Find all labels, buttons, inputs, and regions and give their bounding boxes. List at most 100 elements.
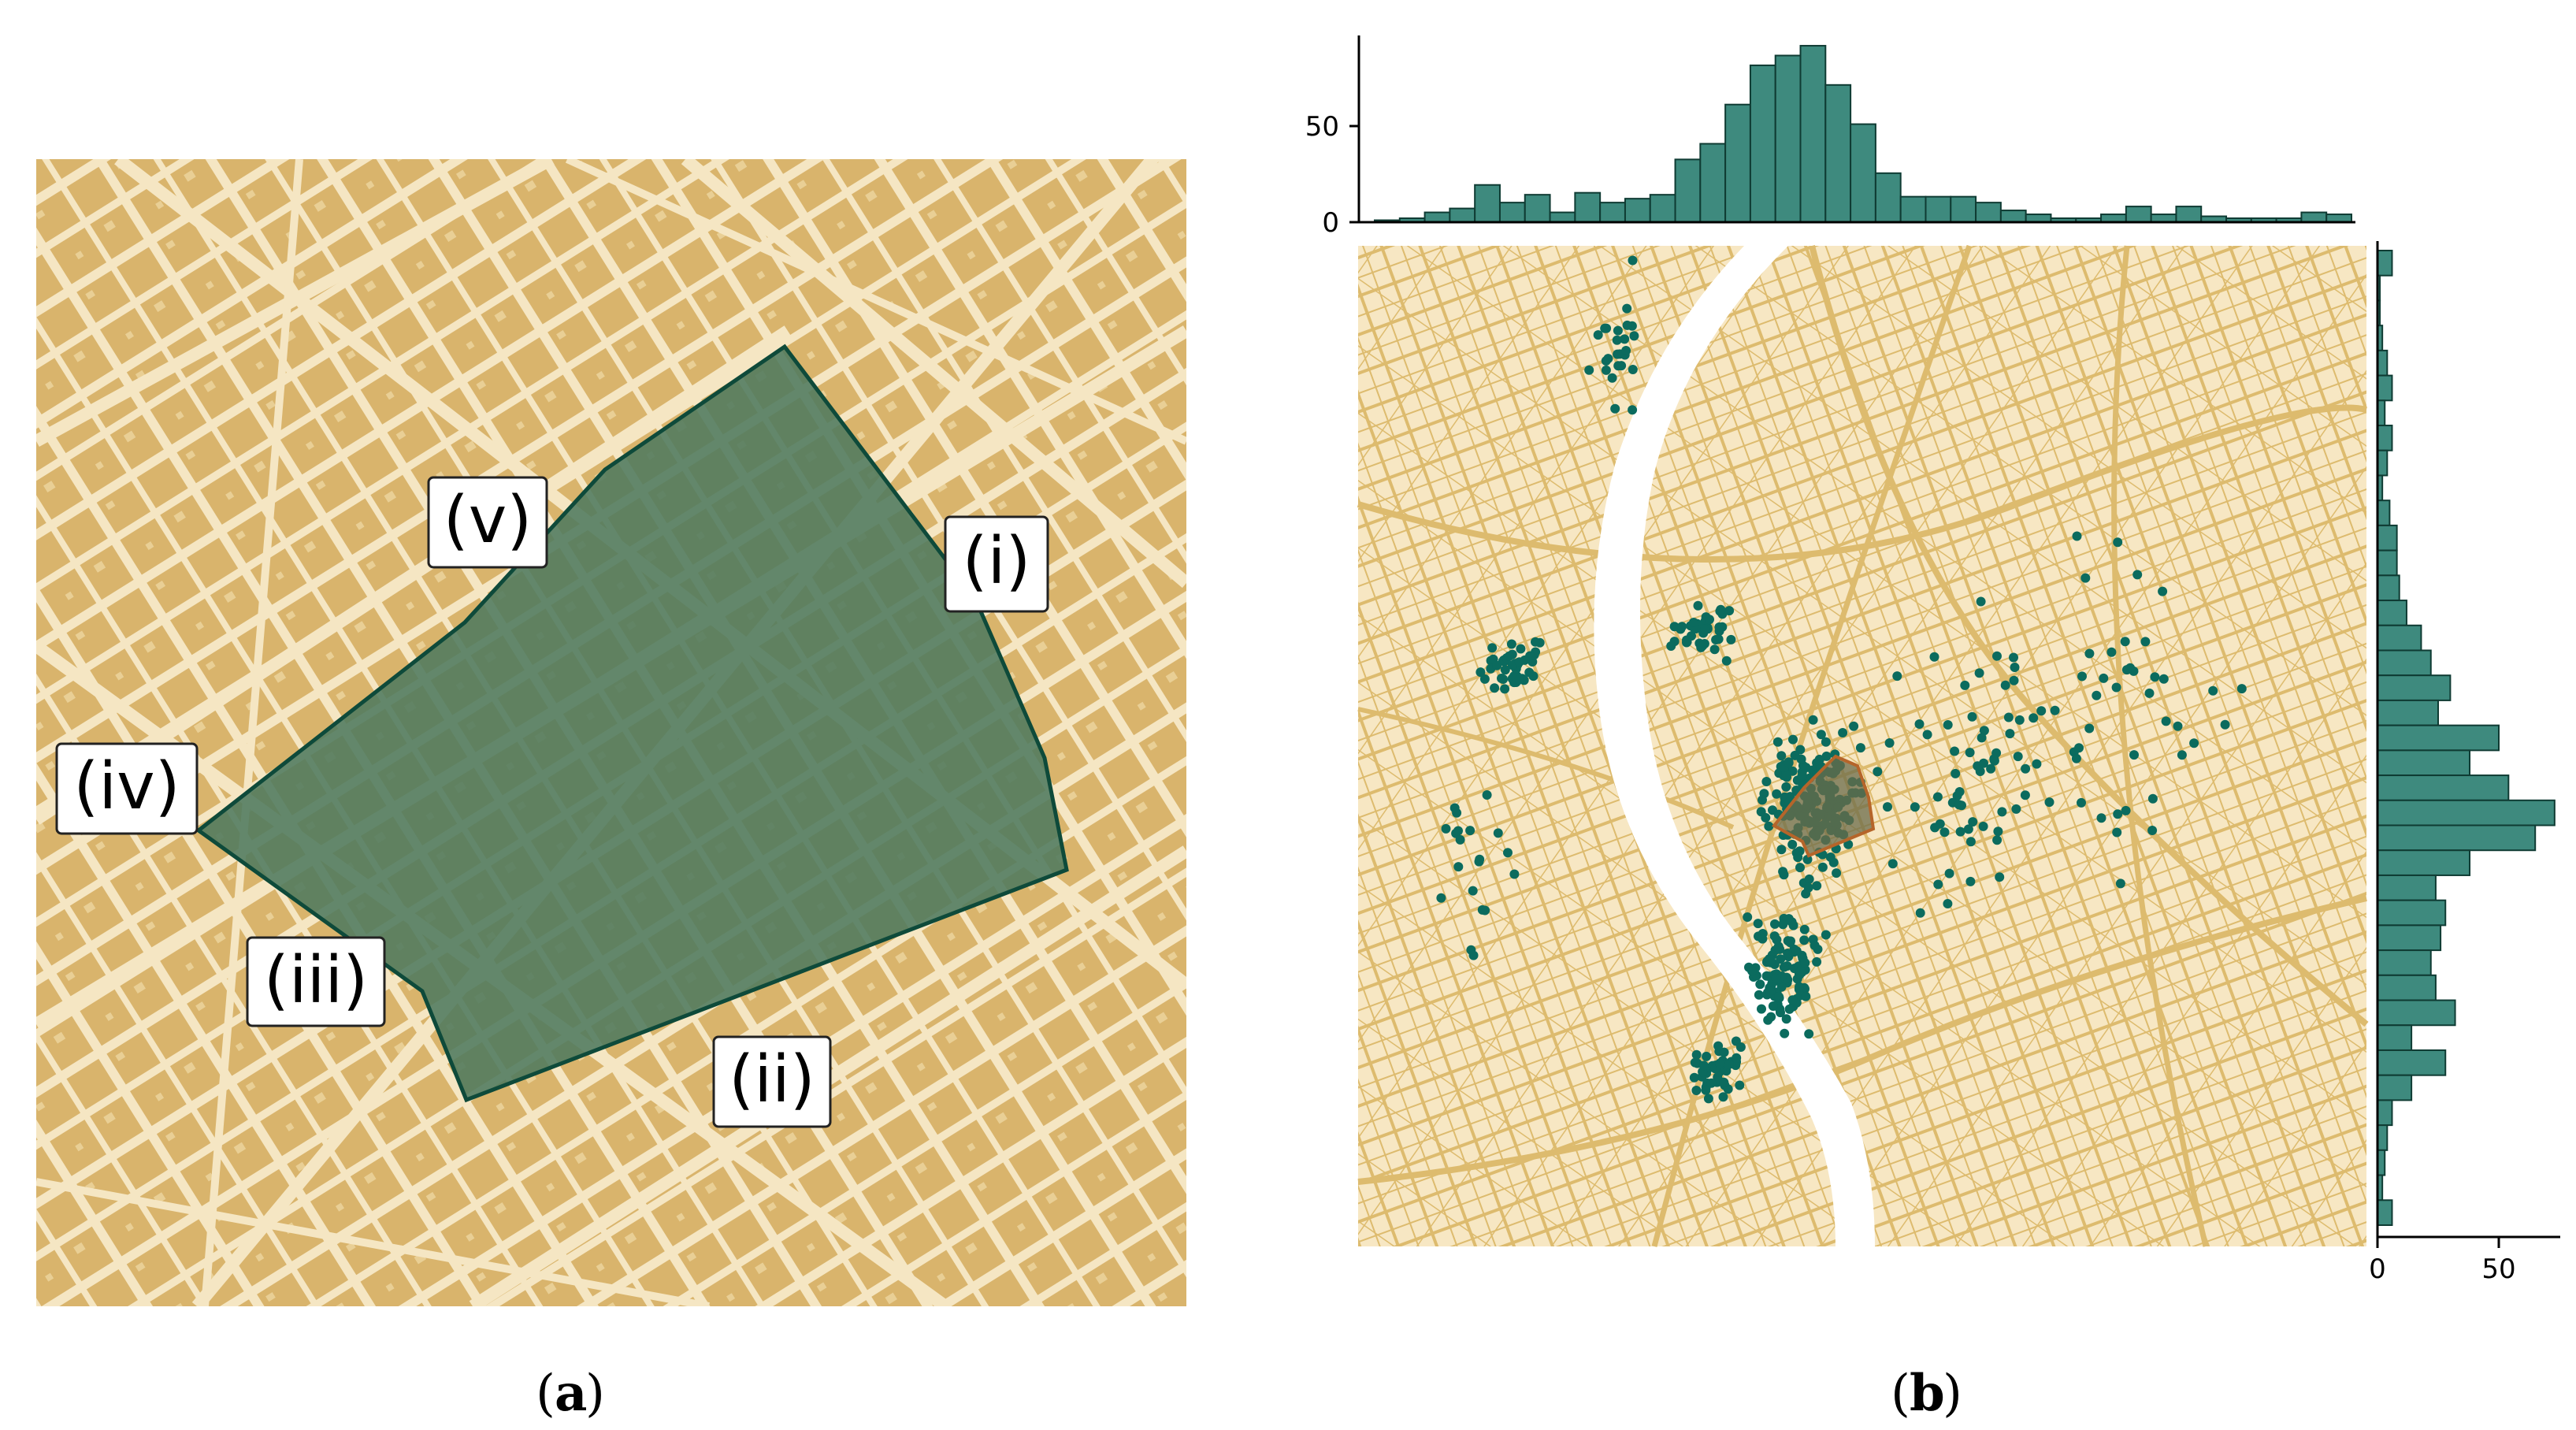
top-bar-30 bbox=[2125, 206, 2152, 223]
scatter-point bbox=[1700, 624, 1710, 634]
top-bar-18 bbox=[1824, 84, 1852, 223]
scatter-point bbox=[1524, 667, 1535, 678]
scatter-point bbox=[1951, 768, 1961, 778]
scatter-point bbox=[1939, 827, 1950, 838]
scatter-point bbox=[1766, 1012, 1776, 1022]
scatter-point bbox=[2074, 743, 2084, 753]
river bbox=[1594, 246, 1875, 1246]
scatter-point bbox=[1441, 823, 1451, 834]
scatter-point bbox=[1622, 303, 1632, 314]
scatter-point bbox=[1475, 667, 1486, 678]
right-bar-16 bbox=[2377, 649, 2432, 677]
scatter-point bbox=[1884, 738, 1895, 748]
scatter-point bbox=[1821, 737, 1831, 747]
scatter-point bbox=[1783, 949, 1793, 958]
scatter-point bbox=[2150, 672, 2160, 682]
scatter-point bbox=[1613, 325, 1623, 336]
scatter-point bbox=[1816, 730, 1826, 740]
right-bar-26 bbox=[2377, 899, 2447, 927]
scatter-point bbox=[1883, 802, 1892, 812]
scatter-point bbox=[1475, 854, 1485, 864]
top-histogram-bars bbox=[1374, 45, 2352, 224]
label-iv: (iv) bbox=[55, 742, 199, 835]
top-bar-14 bbox=[1724, 103, 1751, 223]
scatter-point bbox=[2003, 712, 2014, 722]
svg-text:(iii): (iii) bbox=[264, 943, 368, 1018]
scatter-point bbox=[1477, 904, 1487, 915]
scatter-point bbox=[2011, 804, 2021, 814]
scatter-point bbox=[1628, 255, 1638, 266]
scatter-point bbox=[1506, 639, 1516, 649]
scatter-point bbox=[1779, 962, 1789, 972]
scatter-point bbox=[1493, 828, 1503, 838]
scatter-point bbox=[1455, 834, 1465, 845]
scatter-point bbox=[1768, 1001, 1778, 1011]
scatter-point bbox=[1716, 604, 1726, 615]
scatter-point bbox=[1855, 743, 1865, 753]
scatter-point bbox=[1509, 869, 1520, 879]
top-bar-10 bbox=[1624, 198, 1651, 223]
scatter-point bbox=[1804, 1029, 1814, 1039]
right-tick-label-50: 50 bbox=[2481, 1254, 2515, 1285]
top-bar-2 bbox=[1423, 211, 1451, 223]
scatter-point bbox=[2113, 809, 2123, 819]
scatter-point bbox=[1721, 656, 1732, 666]
scatter-point bbox=[2092, 690, 2102, 700]
scatter-point bbox=[1788, 734, 1798, 745]
scatter-point bbox=[1487, 643, 1498, 653]
scatter-point bbox=[1757, 1004, 1766, 1014]
scatter-point bbox=[1620, 334, 1630, 344]
caption-a: ( a ) bbox=[536, 1364, 605, 1423]
scatter-point bbox=[1802, 854, 1813, 864]
scatter-point bbox=[1977, 733, 1987, 743]
top-bar-37 bbox=[2300, 211, 2328, 223]
scatter-point bbox=[2072, 531, 2082, 541]
scatter-point bbox=[2147, 793, 2158, 804]
svg-text:(: ( bbox=[536, 1365, 555, 1423]
scatter-point bbox=[1997, 807, 2007, 817]
scatter-point bbox=[1531, 637, 1540, 647]
scatter-point bbox=[1849, 721, 1859, 731]
scatter-point bbox=[1756, 807, 1766, 817]
scatter-point bbox=[1724, 606, 1735, 616]
svg-text:): ) bbox=[585, 1365, 605, 1423]
scatter-point bbox=[1892, 671, 1902, 682]
scatter-point bbox=[1825, 852, 1835, 862]
svg-text:(iv): (iv) bbox=[73, 749, 180, 824]
major-roads bbox=[1357, 244, 2369, 1247]
scatter-point bbox=[1979, 726, 1989, 736]
scatter-point bbox=[1593, 330, 1603, 340]
scatter-point bbox=[1965, 748, 1975, 758]
top-bar-32 bbox=[2175, 206, 2203, 223]
scatter-point bbox=[1838, 728, 1848, 737]
top-bar-9 bbox=[1599, 202, 1626, 223]
scatter-point bbox=[2029, 713, 2039, 723]
right-bar-13 bbox=[2377, 574, 2400, 602]
scatter-point bbox=[1843, 839, 1854, 849]
scatter-point bbox=[1500, 684, 1510, 694]
scatter-point bbox=[1724, 1060, 1734, 1069]
scatter-point bbox=[2140, 637, 2151, 647]
scatter-point bbox=[2189, 738, 2199, 748]
scatter-point bbox=[1772, 737, 1783, 747]
scatter-point bbox=[1761, 777, 1772, 786]
right-bar-29 bbox=[2377, 974, 2437, 1001]
scatter-point bbox=[1732, 1053, 1742, 1063]
right-bar-8 bbox=[2377, 449, 2389, 477]
scatter-point bbox=[1743, 912, 1753, 922]
scatter-point bbox=[2009, 652, 2018, 663]
scatter-point bbox=[1500, 665, 1510, 675]
right-bar-12 bbox=[2377, 549, 2398, 577]
scatter-point bbox=[1698, 1060, 1709, 1071]
scatter-point bbox=[2132, 570, 2143, 580]
scatter-point bbox=[1965, 876, 1976, 886]
right-bar-14 bbox=[2377, 600, 2407, 626]
scatter-point bbox=[1706, 1078, 1717, 1088]
scatter-point bbox=[1910, 802, 1920, 812]
scatter-point bbox=[1691, 1049, 1702, 1060]
scatter-point bbox=[2014, 715, 2025, 725]
top-bar-11 bbox=[1649, 194, 1676, 224]
label-ii: (ii) bbox=[712, 1035, 832, 1128]
scatter-point bbox=[2032, 759, 2042, 769]
top-bar-17 bbox=[1799, 45, 1827, 224]
